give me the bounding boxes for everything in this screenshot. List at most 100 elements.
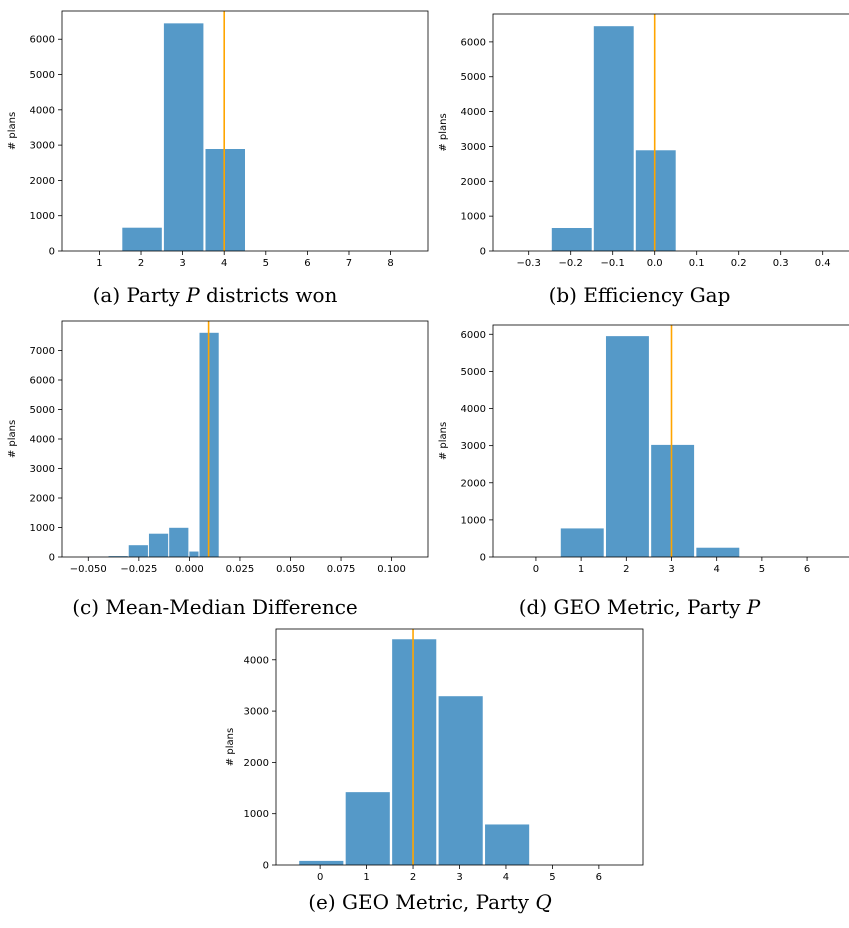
bar-b-1 xyxy=(593,26,634,251)
xtick-label-c-4: 0.050 xyxy=(276,564,305,575)
ytick-label-a-3: 3000 xyxy=(30,141,55,152)
plot-frame-c xyxy=(61,320,429,558)
ylabel-c: # plans xyxy=(7,420,18,458)
xtick-label-d-2: 2 xyxy=(623,564,629,575)
xtick-label-b-1: −0.2 xyxy=(559,258,583,269)
bar-e-3 xyxy=(438,696,483,865)
caption-d: (d) GEO Metric, Party P xyxy=(430,595,849,619)
ytick-label-d-5: 5000 xyxy=(461,367,486,378)
caption-a: (a) Party P districts won xyxy=(0,283,430,307)
xtick-label-d-6: 6 xyxy=(804,564,810,575)
ytick-label-a-2: 2000 xyxy=(30,176,55,187)
xtick-label-e-3: 3 xyxy=(456,872,462,883)
xtick-label-a-2: 3 xyxy=(179,258,185,269)
caption-e-prefix: (e) GEO Metric, Party xyxy=(308,890,536,914)
xtick-label-b-7: 0.4 xyxy=(815,258,831,269)
ytick-label-a-6: 6000 xyxy=(30,35,55,46)
ytick-label-e-3: 3000 xyxy=(244,707,269,718)
xtick-label-b-2: −0.1 xyxy=(601,258,625,269)
xtick-label-d-1: 1 xyxy=(578,564,584,575)
ytick-label-b-3: 3000 xyxy=(461,142,486,153)
ytick-label-e-0: 0 xyxy=(263,861,269,872)
bar-a-0 xyxy=(122,227,162,251)
xtick-label-d-4: 4 xyxy=(714,564,720,575)
ytick-label-b-4: 4000 xyxy=(461,107,486,118)
bar-c-3 xyxy=(148,533,169,557)
bar-e-0 xyxy=(299,860,344,865)
ytick-label-d-0: 0 xyxy=(480,553,486,564)
caption-d-italic: P xyxy=(746,595,761,619)
bar-d-3 xyxy=(696,547,740,557)
histogram-e: 0 1 2 3 4 5 6 0 1000 2000 3000 4000 # plans xyxy=(225,628,644,883)
caption-b-prefix: (b) Efficiency Gap xyxy=(548,283,731,307)
xtick-label-e-4: 4 xyxy=(503,872,509,883)
xtick-label-e-0: 0 xyxy=(317,872,323,883)
ytick-label-b-0: 0 xyxy=(480,247,486,258)
panel-d: 0 1 2 3 4 5 6 0 1000 2000 3000 4000 5000 6000 # plans … xyxy=(430,318,849,626)
panel-a: 1 2 3 4 5 6 7 8 0 1000 2000 3000 4000 5000 6000 # plans… xyxy=(0,0,430,316)
plot-frame-b xyxy=(492,13,849,252)
caption-a-prefix: (a) Party xyxy=(92,283,187,307)
bar-c-1 xyxy=(108,556,128,557)
histogram-d: 0 1 2 3 4 5 6 0 1000 2000 3000 4000 5000 6000 # plans xyxy=(438,324,849,575)
xtick-label-c-0: −0.050 xyxy=(70,564,107,575)
bar-b-0 xyxy=(551,227,592,251)
caption-a-italic: P xyxy=(186,283,200,307)
caption-a-suffix: districts won xyxy=(199,283,338,307)
bar-b-2 xyxy=(635,150,676,251)
ytick-label-d-2: 2000 xyxy=(461,478,486,489)
histogram-c: −0.050 −0.025 0.000 0.025 0.050 0.075 0.100 0 10… xyxy=(7,320,429,575)
ytick-label-a-1: 1000 xyxy=(30,211,55,222)
ytick-label-a-0: 0 xyxy=(49,247,55,258)
xtick-label-c-1: −0.025 xyxy=(120,564,157,575)
ytick-label-d-1: 1000 xyxy=(461,515,486,526)
panel-b: −0.3 −0.2 −0.1 0.0 0.1 0.2 0.3 0.4 0 1000 2000 3000… xyxy=(430,0,849,316)
ytick-label-b-1: 1000 xyxy=(461,212,486,223)
bar-d-2 xyxy=(651,444,695,557)
ytick-label-e-1: 1000 xyxy=(244,809,269,820)
caption-c-prefix: (c) Mean-Median Difference xyxy=(72,595,358,619)
xtick-label-b-6: 0.3 xyxy=(773,258,789,269)
ytick-label-d-3: 3000 xyxy=(461,441,486,452)
ytick-label-c-4: 4000 xyxy=(30,435,55,446)
bar-c-4 xyxy=(169,527,189,557)
bar-e-2 xyxy=(392,639,437,865)
ytick-label-c-2: 2000 xyxy=(30,494,55,505)
ytick-label-d-4: 4000 xyxy=(461,404,486,415)
xtick-label-e-6: 6 xyxy=(596,872,602,883)
ytick-label-a-4: 4000 xyxy=(30,105,55,116)
xtick-label-d-3: 3 xyxy=(668,564,674,575)
bar-a-1 xyxy=(163,23,204,252)
xtick-label-d-0: 0 xyxy=(533,564,539,575)
xtick-label-a-3: 4 xyxy=(221,258,227,269)
ytick-label-c-6: 6000 xyxy=(30,376,55,387)
xtick-label-e-5: 5 xyxy=(549,872,555,883)
ytick-label-c-5: 5000 xyxy=(30,405,55,416)
plot-frame-a xyxy=(61,10,429,252)
ytick-label-c-1: 1000 xyxy=(30,523,55,534)
histogram-b: −0.3 −0.2 −0.1 0.0 0.1 0.2 0.3 0.4 0 1000 2000 3000… xyxy=(438,13,849,269)
caption-d-prefix: (d) GEO Metric, Party xyxy=(518,595,747,619)
xtick-label-b-0: −0.3 xyxy=(517,258,541,269)
bar-c-5 xyxy=(189,551,199,557)
bar-c-2 xyxy=(128,545,148,557)
bar-d-1 xyxy=(605,336,649,557)
xtick-label-a-7: 8 xyxy=(387,258,393,269)
caption-c: (c) Mean-Median Difference xyxy=(0,595,430,619)
ylabel-d: # plans xyxy=(438,422,449,460)
xtick-label-a-0: 1 xyxy=(96,258,102,269)
caption-b: (b) Efficiency Gap xyxy=(430,283,849,307)
bar-a-2 xyxy=(205,149,245,251)
ytick-label-c-7: 7000 xyxy=(30,346,55,357)
ytick-label-c-3: 3000 xyxy=(30,464,55,475)
xtick-label-b-4: 0.1 xyxy=(689,258,705,269)
xtick-label-c-5: 0.075 xyxy=(327,564,356,575)
xtick-label-e-1: 1 xyxy=(363,872,369,883)
bar-e-4 xyxy=(485,824,530,865)
xtick-label-b-5: 0.2 xyxy=(731,258,747,269)
histogram-a: 1 2 3 4 5 6 7 8 0 1000 2000 3000 4000 5000 6000 # plans xyxy=(7,10,429,269)
xtick-label-a-5: 6 xyxy=(304,258,310,269)
caption-e: (e) GEO Metric, Party Q xyxy=(200,890,660,914)
ytick-label-a-5: 5000 xyxy=(30,70,55,81)
ytick-label-b-2: 2000 xyxy=(461,177,486,188)
